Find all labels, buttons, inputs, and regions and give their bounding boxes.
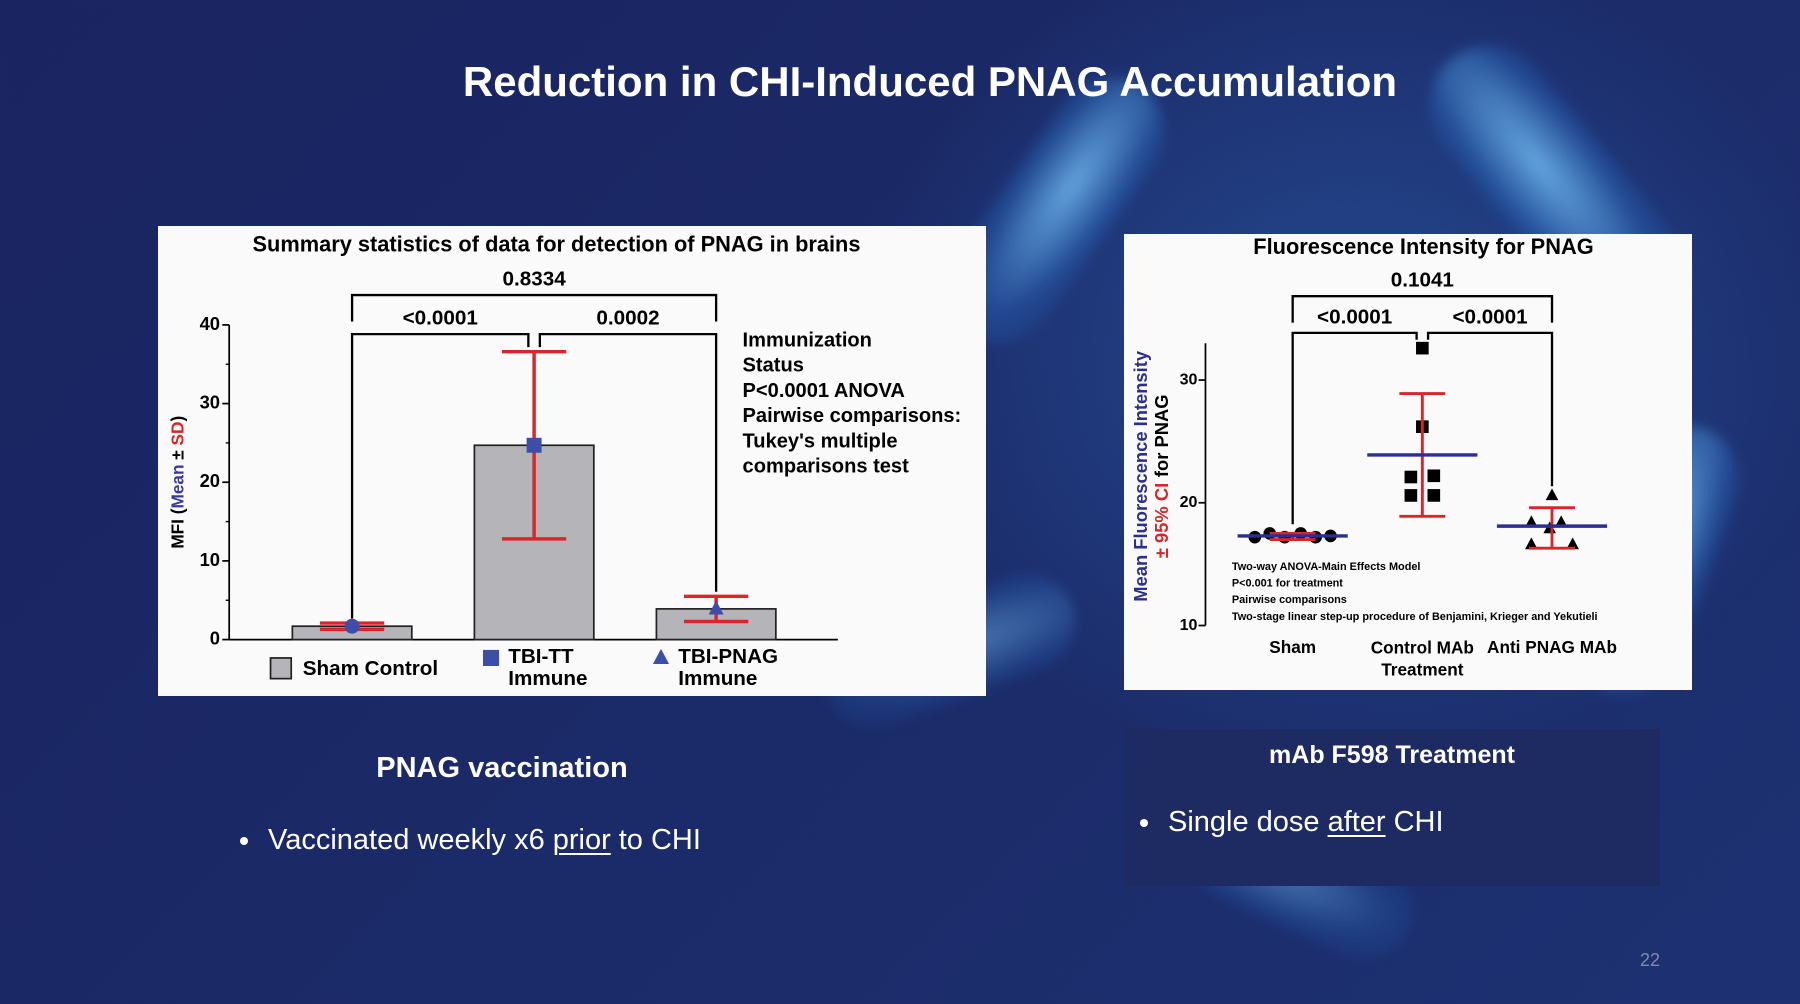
y-axis-label-part: for PNAG [1151,395,1172,478]
y-tick-label: 0 [210,627,220,648]
bullet-text: CHI [1393,806,1444,838]
chart: Fluorescence Intensity for PNAG Mean Fluo… [1130,234,1617,679]
legend-label: TBI-TT Immune [508,645,587,690]
significance-bracket [1291,331,1418,525]
y-tick-label: 30 [1180,370,1198,388]
significance-label: 0.8334 [503,268,567,291]
bullet-dot [1140,818,1148,827]
annotation: Two-way ANOVA-Main Effects Model [1232,561,1421,573]
annotation: P<0.001 for treatment [1232,578,1343,590]
legend-label: Sham Control [303,657,438,680]
data-point [1525,537,1538,550]
page-number: 22 [1640,950,1661,970]
x-tick-label: Control MAb Treatment [1371,637,1474,679]
significance-bracket [350,332,530,619]
y-tick-label: 10 [200,549,220,570]
annotation: Immunization [743,329,872,351]
data-point [1554,515,1568,528]
annotation: Pairwise comparisons [1232,594,1347,606]
y-axis-label-part: MFI ( [167,508,187,548]
y-axis-label-part: ) [167,416,187,422]
bullet: Vaccinated weekly x6 prior to CHI [240,824,701,857]
info-box [1124,729,1660,886]
data-point [1427,469,1441,483]
chart: Summary statistics of data for detection… [167,231,962,690]
y-tick-label: 40 [200,313,220,334]
data-point [1566,537,1579,550]
significance-bracket [538,332,718,592]
panel-heading: PNAG vaccination [376,752,628,784]
slide-title: Reduction in CHI-Induced PNAG Accumulati… [462,58,1398,105]
legend-marker [482,649,500,666]
significance-label: <0.0001 [403,307,478,330]
x-tick-label: Anti PNAG MAb [1487,637,1617,657]
y-axis-label: ± 95% CI for PNAG [1151,395,1172,559]
data-point [1416,341,1429,355]
significance-bracket [1426,331,1554,487]
y-axis-label: Mean Fluorescence Intensity [1130,350,1151,602]
mean-marker [526,437,542,453]
bullet: Single dose after CHI [1140,806,1444,839]
bullet-text: after [1327,806,1386,838]
data-point [1404,489,1418,502]
x-tick-label: Sham [1269,637,1316,657]
annotation: P<0.0001 ANOVA [743,380,905,402]
y-axis-label-part: Mean [167,464,187,508]
bullet-text: Single dose [1168,806,1320,838]
annotation: Tukey's multiple [743,430,898,452]
significance-label: <0.0001 [1317,305,1392,328]
bullet-text: to CHI [618,824,701,856]
data-point [1427,489,1441,502]
annotation: Two-stage linear step-up procedure of Be… [1232,611,1598,623]
y-tick-label: 10 [1180,616,1198,634]
chart-title: Summary statistics of data for detection… [252,231,860,256]
annotation: Pairwise comparisons: [743,405,962,427]
legend-swatch [269,657,293,680]
bullet-dot [240,836,248,845]
legend-label: TBI-PNAG Immune [678,645,778,690]
significance-bracket [350,293,718,322]
bullet-text: Vaccinated weekly x6 [268,824,545,856]
mean-marker [344,618,360,634]
significance-label: 0.0002 [596,307,659,330]
y-tick-label: 20 [1180,493,1198,511]
legend-marker [652,648,670,664]
data-point [1404,470,1418,484]
chart-title: Fluorescence Intensity for PNAG [1253,234,1593,259]
y-axis-label-part: ± [167,445,187,464]
annotation: comparisons test [743,456,910,478]
data-point [1545,488,1559,501]
chart-panel: Summary statistics of data for detection… [158,226,986,696]
mean-marker [708,600,724,615]
significance-label: <0.0001 [1452,305,1527,328]
bullet-text: prior [552,824,611,856]
y-axis-label-part: SD [167,422,187,446]
y-tick-label: 30 [200,391,220,412]
significance-label: 0.1041 [1391,269,1454,292]
annotation: Status [743,355,804,377]
y-tick-label: 20 [200,470,220,491]
y-axis-label-part: ± 95% CI [1151,483,1172,558]
panel-heading: mAb F598 Treatment [1269,741,1515,769]
chart-panel: Fluorescence Intensity for PNAG Mean Fluo… [1124,234,1692,690]
y-axis-label: MFI (Mean ± SD) [167,416,187,549]
data-point [1525,515,1538,528]
significance-bracket [1291,295,1554,323]
